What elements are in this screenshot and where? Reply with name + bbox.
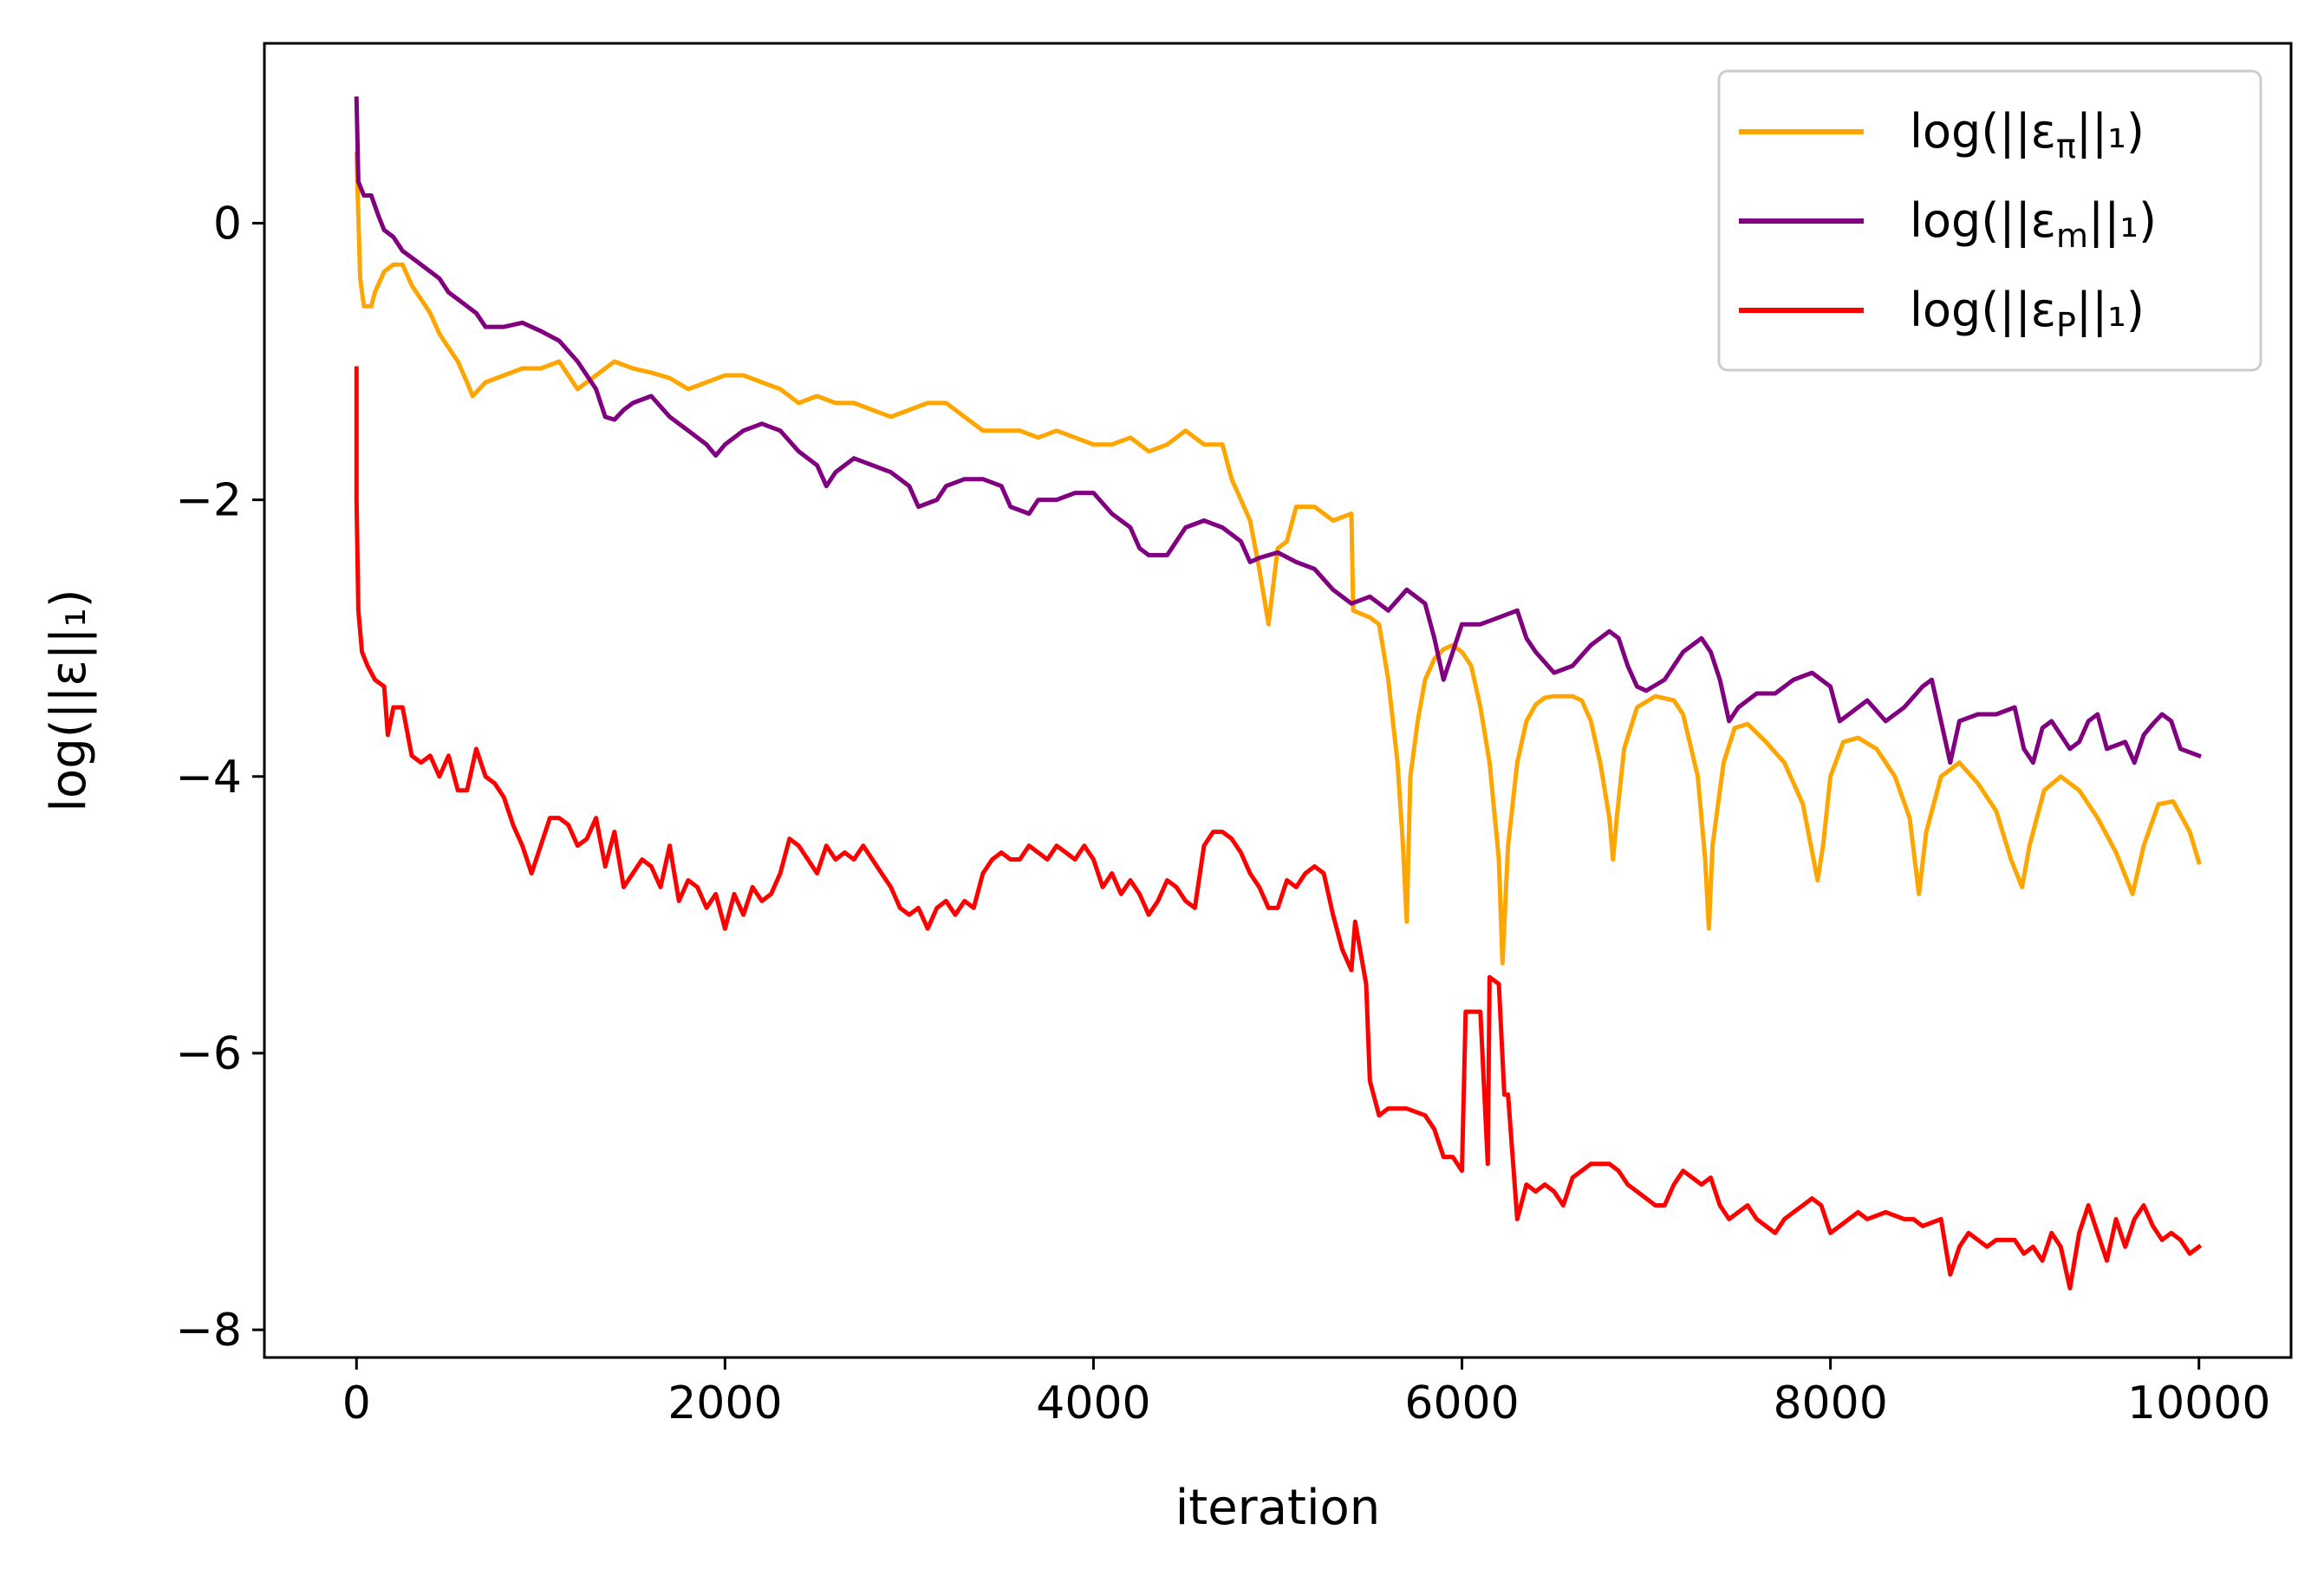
y-axis: 0 −2 −4 −6 −8 bbox=[175, 198, 264, 1357]
x-tick-label: 2000 bbox=[667, 1377, 782, 1429]
series-line-1 bbox=[354, 96, 2202, 765]
legend-label-0: log(||επ||₁) bbox=[1910, 104, 2145, 166]
x-tick-label: 10000 bbox=[2127, 1377, 2270, 1429]
plot-frame bbox=[263, 42, 2293, 1359]
y-tick-label: −8 bbox=[175, 1305, 242, 1357]
x-axis: 0 2000 4000 6000 8000 10000 bbox=[342, 1357, 2270, 1429]
legend-label-2: log(||εP||₁) bbox=[1910, 283, 2145, 344]
series-line-0 bbox=[354, 152, 2202, 966]
y-axis-label: log(||ε||₁) bbox=[41, 589, 97, 811]
x-tick-label: 4000 bbox=[1036, 1377, 1150, 1429]
x-tick-label: 6000 bbox=[1404, 1377, 1519, 1429]
y-tick-label: 0 bbox=[213, 198, 242, 250]
y-tick-label: −2 bbox=[175, 475, 242, 527]
series-layer bbox=[354, 96, 2203, 1291]
y-tick-label: −4 bbox=[175, 752, 242, 804]
series-line-2 bbox=[354, 366, 2203, 1291]
legend: log(||επ||₁) log(||εm||₁) log(||εP||₁) bbox=[1717, 69, 2262, 372]
x-tick-label: 0 bbox=[342, 1377, 371, 1429]
x-axis-label: iteration bbox=[1175, 1480, 1381, 1536]
legend-box bbox=[1717, 69, 2262, 372]
y-tick-label: −6 bbox=[175, 1028, 242, 1080]
legend-label-1: log(||εm||₁) bbox=[1910, 193, 2157, 255]
x-tick-label: 8000 bbox=[1773, 1377, 1887, 1429]
